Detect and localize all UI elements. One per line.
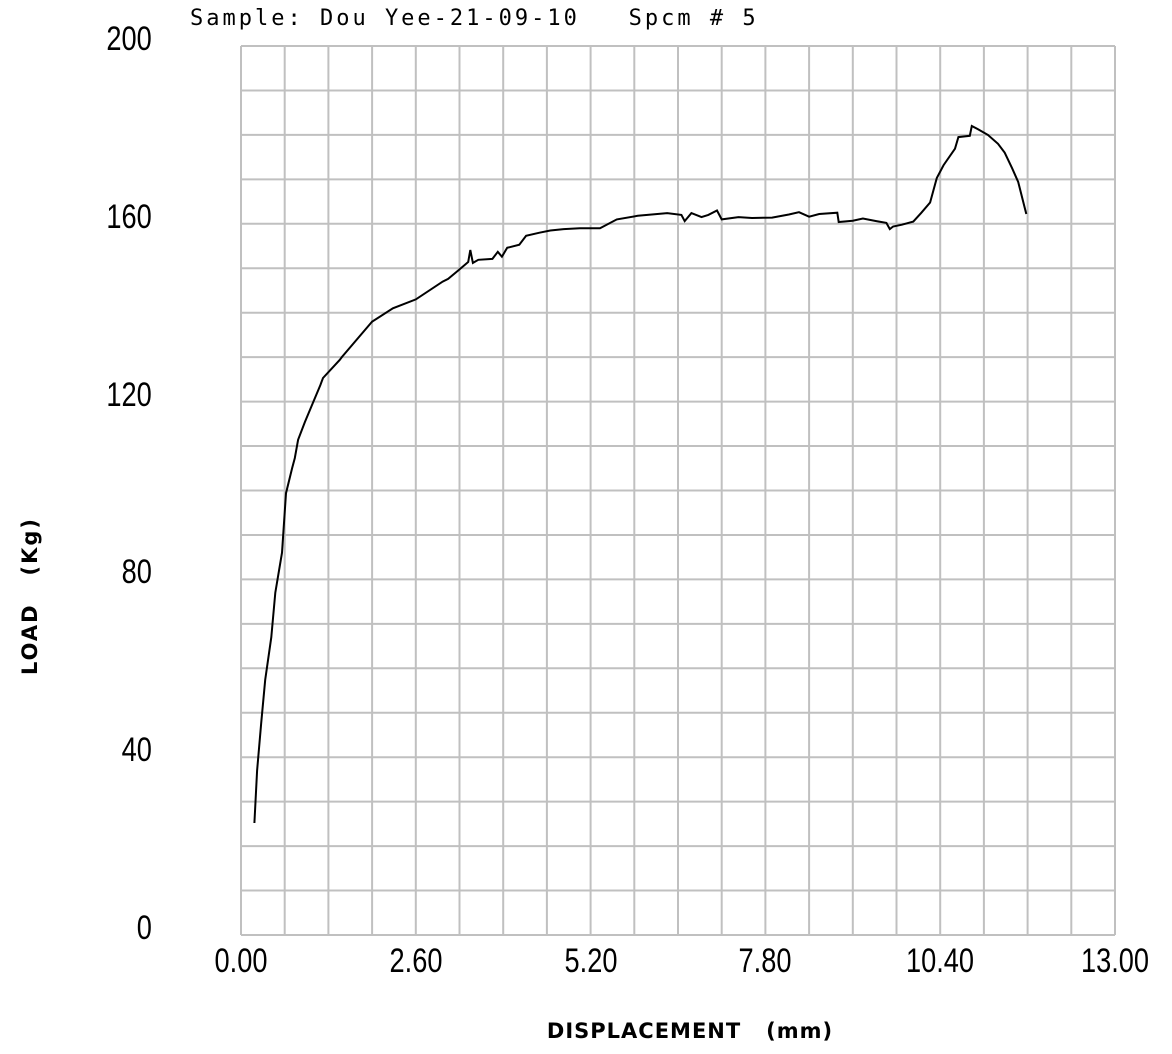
chart-title: Sample: Dou Yee-21-09-10 Spcm # 5 [190, 6, 759, 31]
x-tick-label: 0.00 [214, 942, 268, 980]
x-tick-label: 10.40 [906, 942, 975, 980]
gridlines [240, 45, 1116, 936]
x-axis-label: DISPLACEMENT (mm) [546, 1019, 834, 1043]
x-tick-label: 2.60 [389, 942, 443, 980]
y-tick-label: 160 [106, 197, 152, 236]
load-displacement-curve [253, 124, 1028, 824]
x-tick-label: 13.00 [1080, 942, 1150, 980]
y-tick-label: 80 [121, 553, 152, 592]
x-tick-label: 5.20 [564, 942, 618, 980]
y-tick-label: 0 [136, 909, 152, 947]
y-tick-label: 200 [106, 20, 152, 58]
y-tick-label: 120 [106, 375, 152, 414]
x-tick-label: 7.80 [738, 942, 792, 980]
y-tick-label: 40 [121, 731, 152, 770]
data-series [253, 124, 1028, 824]
